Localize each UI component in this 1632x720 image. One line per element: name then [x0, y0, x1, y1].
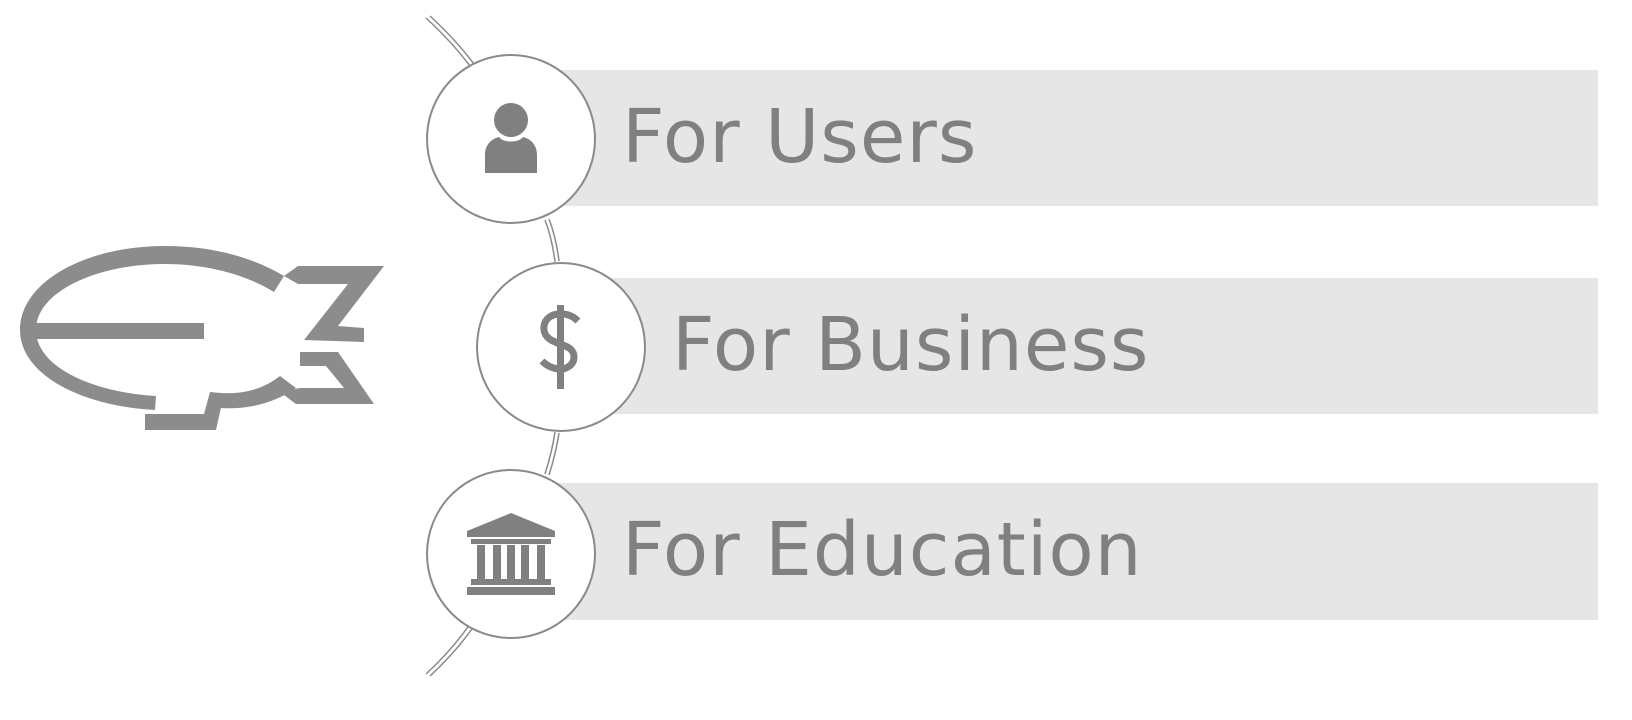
- circle-business: [476, 262, 646, 432]
- label-business: For Business: [672, 302, 1150, 388]
- dollar-icon: [538, 305, 584, 389]
- label-education: For Education: [622, 507, 1143, 593]
- circle-users: [426, 54, 596, 224]
- institution-icon: [467, 513, 555, 595]
- airship-logo-icon: [20, 246, 384, 430]
- band-users: [520, 70, 1598, 206]
- label-users: For Users: [622, 94, 978, 180]
- connector-arc: [425, 15, 560, 677]
- band-business: [570, 278, 1598, 414]
- user-icon: [481, 103, 541, 175]
- circle-education: [426, 469, 596, 639]
- band-education: [520, 483, 1598, 620]
